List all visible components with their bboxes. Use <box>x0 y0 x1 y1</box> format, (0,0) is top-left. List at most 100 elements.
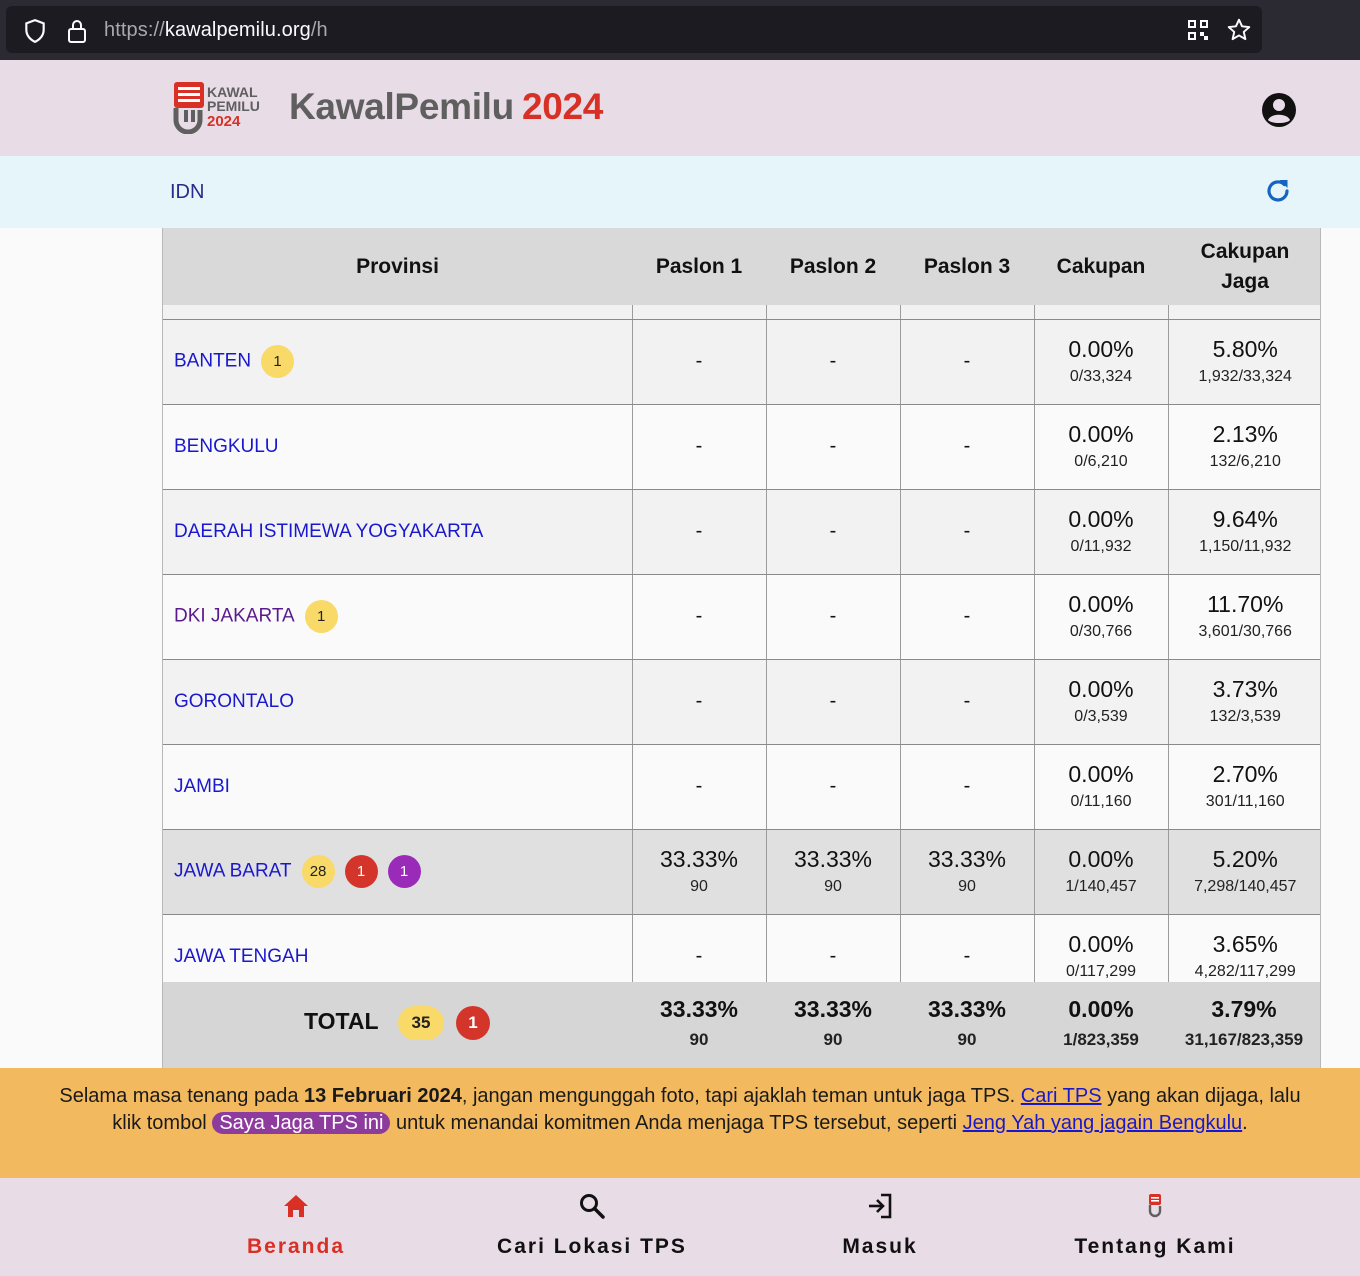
paslon-2-cell: - <box>766 744 901 830</box>
paslon-pct: 33.33% <box>659 845 738 872</box>
address-bar[interactable]: https://kawalpemilu.org/h <box>6 6 1262 53</box>
empty-dash: - <box>829 775 837 797</box>
province-link[interactable]: DKI JAKARTA <box>174 605 295 627</box>
empty-dash: - <box>695 690 703 712</box>
login-icon <box>866 1192 894 1220</box>
header-cakupan[interactable]: Cakupan <box>1034 228 1168 305</box>
notice-text-5: . <box>1242 1112 1248 1134</box>
yellow-count-badge[interactable]: 28 <box>301 855 335 888</box>
cakupan-count: 0/3,539 <box>1074 707 1128 725</box>
account-icon[interactable] <box>1261 92 1297 128</box>
svg-text:2024: 2024 <box>207 113 241 130</box>
cakupan-cell: 0.00% 1/140,457 <box>1034 829 1169 915</box>
jaga-pct: 5.20% <box>1212 845 1278 872</box>
url-text[interactable]: https://kawalpemilu.org/h <box>104 19 328 42</box>
lock-icon[interactable] <box>66 18 88 49</box>
breadcrumb[interactable]: IDN <box>170 181 205 203</box>
qr-code-icon[interactable] <box>1186 18 1210 47</box>
header-cakupan-jaga-line1: Cakupan <box>1200 239 1290 263</box>
cakupan-cell: 0.00% 0/6,210 <box>1034 404 1169 490</box>
jaga-pct: 5.80% <box>1212 335 1278 362</box>
paslon-2-cell: - <box>766 659 901 745</box>
total-cakupan-pct: 0.00% <box>1068 996 1134 1022</box>
header-paslon-2[interactable]: Paslon 2 <box>766 228 900 305</box>
province-link[interactable]: BENGKULU <box>174 435 279 457</box>
header-paslon-3[interactable]: Paslon 3 <box>900 228 1034 305</box>
paslon-pct: 33.33% <box>927 845 1006 872</box>
kawalpemilu-logo[interactable]: KAWAL PEMILU 2024 <box>172 80 264 135</box>
paslon-2-cell: - <box>766 404 901 490</box>
yellow-count-badge[interactable]: 1 <box>304 600 338 633</box>
header-cakupan-jaga[interactable]: Cakupan Jaga <box>1168 228 1320 305</box>
nav-masuk[interactable]: Masuk <box>790 1178 970 1276</box>
cakupan-pct: 0.00% <box>1068 760 1134 787</box>
total-badge-yellow[interactable]: 35 <box>398 1006 444 1040</box>
paslon-3-cell: - <box>900 319 1035 405</box>
shield-icon[interactable] <box>22 18 48 49</box>
home-icon <box>282 1192 310 1220</box>
cari-tps-link[interactable]: Cari TPS <box>1020 1085 1102 1107</box>
province-link[interactable]: DAERAH ISTIMEWA YOGYAKARTA <box>174 520 484 542</box>
cakupan-count: 0/117,299 <box>1066 962 1136 980</box>
nav-beranda-label: Beranda <box>246 1235 346 1258</box>
empty-dash: - <box>829 605 837 627</box>
results-table: Provinsi Paslon 1 Paslon 2 Paslon 3 Caku… <box>162 228 1321 1068</box>
jeng-yah-link[interactable]: Jeng Yah yang jagain Bengkulu <box>962 1112 1243 1134</box>
total-paslon-1-count: 90 <box>689 1030 709 1049</box>
nav-beranda[interactable]: Beranda <box>196 1178 396 1276</box>
paslon-2-cell: - <box>766 574 901 660</box>
cakupan-jaga-cell: 3.73% 132/3,539 <box>1168 659 1320 745</box>
purple-count-badge[interactable]: 1 <box>387 855 421 888</box>
bookmark-star-icon[interactable] <box>1226 17 1252 48</box>
jaga-count: 4,282/117,299 <box>1194 962 1296 980</box>
province-cell: BANTEN 1 <box>163 319 633 405</box>
province-link[interactable]: JAWA BARAT <box>174 860 292 882</box>
nav-cari-lokasi-tps[interactable]: Cari Lokasi TPS <box>472 1178 712 1276</box>
jaga-count: 3,601/30,766 <box>1198 622 1292 640</box>
paslon-count: 90 <box>690 877 708 895</box>
header-paslon-1[interactable]: Paslon 1 <box>632 228 766 305</box>
province-link[interactable]: BANTEN <box>174 350 252 372</box>
table-row: JAMBI - - - 0.00% 0/11,160 2.70% 301/11,160 <box>163 744 1320 830</box>
refresh-icon[interactable] <box>1263 176 1293 206</box>
jaga-pct: 3.65% <box>1212 930 1278 957</box>
jaga-count: 7,298/140,457 <box>1194 877 1297 895</box>
notice-banner: Selama masa tenang pada 13 Februari 2024… <box>0 1068 1360 1178</box>
header-provinsi[interactable]: Provinsi <box>163 228 632 305</box>
kawalpemilu-mini-logo-icon <box>1141 1192 1169 1220</box>
cakupan-pct: 0.00% <box>1068 420 1134 447</box>
empty-dash: - <box>695 945 703 967</box>
notice-text-4: untuk menandai komitmen Anda menjaga TPS… <box>390 1112 963 1134</box>
cakupan-pct: 0.00% <box>1068 845 1134 872</box>
app-header <box>0 60 1360 156</box>
red-count-badge[interactable]: 1 <box>344 855 378 888</box>
province-link[interactable]: JAWA TENGAH <box>174 945 309 967</box>
empty-dash: - <box>695 350 703 372</box>
brand-year: 2024 <box>521 86 604 127</box>
empty-dash: - <box>695 775 703 797</box>
cakupan-jaga-cell: 5.80% 1,932/33,324 <box>1168 319 1320 405</box>
province-cell: DKI JAKARTA 1 <box>163 574 633 660</box>
url-path: /h <box>310 19 328 41</box>
cakupan-jaga-cell: 9.64% 1,150/11,932 <box>1168 489 1320 575</box>
cakupan-count: 0/11,932 <box>1070 537 1132 555</box>
table-row: DAERAH ISTIMEWA YOGYAKARTA - - - 0.00% 0/11,9… <box>163 489 1320 575</box>
nav-tentang-kami[interactable]: Tentang Kami <box>1055 1178 1255 1276</box>
empty-dash: - <box>829 520 837 542</box>
paslon-2-cell: 33.33% 90 <box>766 829 901 915</box>
total-jaga-count: 31,167/823,359 <box>1184 1030 1304 1049</box>
cakupan-jaga-cell: 5.20% 7,298/140,457 <box>1168 829 1320 915</box>
paslon-3-cell: - <box>900 659 1035 745</box>
jaga-pct: 2.13% <box>1212 420 1278 447</box>
jaga-count: 301/11,160 <box>1205 792 1285 810</box>
province-link[interactable]: JAMBI <box>174 775 230 797</box>
notice-text-2: , jangan mengunggah foto, tapi ajaklah t… <box>461 1085 1021 1107</box>
brand-title[interactable]: KawalPemilu 2024 <box>289 86 603 128</box>
yellow-count-badge[interactable]: 1 <box>261 345 295 378</box>
province-cell: JAMBI <box>163 744 633 830</box>
province-link[interactable]: GORONTALO <box>174 690 294 712</box>
cakupan-count: 1/140,457 <box>1065 877 1137 895</box>
total-cakupan-jaga: 3.79% 31,167/823,359 <box>1168 982 1320 1068</box>
cakupan-jaga-cell: 2.70% 301/11,160 <box>1168 744 1320 830</box>
total-badge-red[interactable]: 1 <box>456 1006 490 1040</box>
